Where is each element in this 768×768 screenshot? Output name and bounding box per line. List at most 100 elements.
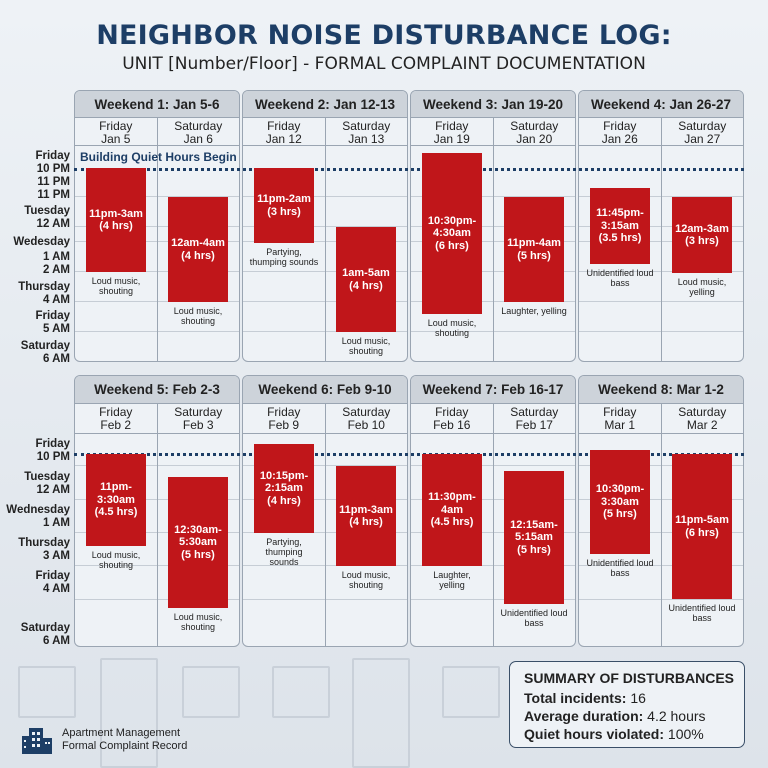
window-decoration [272, 666, 330, 718]
panel-body [411, 434, 575, 646]
summary-row: Total incidents: 16 [524, 689, 744, 707]
incident-bar: 12:30am- 5:30am (5 hrs) [168, 477, 228, 608]
incident-bar: 12am-4am (4 hrs) [168, 197, 228, 302]
panel-body [243, 146, 407, 361]
quiet-hours-line [74, 168, 744, 171]
window-decoration [182, 666, 240, 718]
panel-body [579, 434, 743, 646]
summary-label: Total incidents: [524, 690, 627, 706]
day-header: Saturday Feb 3 [156, 404, 240, 433]
incident-description: Loud music, shouting [427, 318, 477, 338]
panel-body [579, 146, 743, 361]
panel-body [75, 434, 239, 646]
column-divider [661, 434, 662, 646]
incident-description: Unidentified loud bass [586, 558, 654, 578]
day-header: Friday Feb 2 [99, 405, 133, 432]
weekend-title: Weekend 3: Jan 19-20 [411, 91, 575, 118]
incident-description: Loud music, shouting [341, 570, 391, 590]
day-header: Saturday Jan 20 [492, 118, 576, 146]
day-header: Friday Feb 9 [267, 405, 301, 432]
weekend-title: Weekend 1: Jan 5-6 [75, 91, 239, 118]
incident-bar: 11pm-3am (4 hrs) [86, 168, 146, 272]
page-subtitle: UNIT [Number/Floor] - FORMAL COMPLAINT D… [122, 54, 646, 74]
summary-value: 100% [667, 726, 704, 742]
incident-description: Loud music, shouting [341, 336, 391, 356]
incident-bar: 11pm-3am (4 hrs) [336, 466, 396, 566]
summary-value: 16 [630, 690, 646, 706]
weekend-panel: Weekend 6: Feb 9-10 Friday Feb 9 Saturday … [242, 375, 408, 647]
incident-description: Loud music, shouting [173, 612, 223, 632]
column-divider [493, 434, 494, 646]
day-header-row: Friday Jan 26 Saturday Jan 27 [579, 118, 743, 146]
incident-description: Loud music, shouting [173, 306, 223, 326]
summary-label: Average duration: [524, 708, 644, 724]
time-axis-label: Tuesday 12 AM [24, 205, 70, 230]
day-header: Saturday Mar 2 [660, 404, 744, 433]
column-divider [661, 146, 662, 361]
incident-description: Unidentified loud bass [500, 608, 568, 628]
incident-bar: 11:45pm- 3:15am (3.5 hrs) [590, 188, 650, 264]
time-axis-label: Friday 10 PM [35, 438, 70, 463]
summary-row: Average duration: 4.2 hours [524, 707, 744, 725]
incident-bar: 11pm-4am (5 hrs) [504, 197, 564, 302]
door-decoration [352, 658, 410, 768]
time-axis-label: Friday 4 AM [35, 570, 70, 595]
incident-description: Laughter, yelling [433, 570, 471, 590]
day-header-row: Friday Feb 16 Saturday Feb 17 [411, 404, 575, 434]
day-header-row: Friday Feb 9 Saturday Feb 10 [243, 404, 407, 434]
weekend-title: Weekend 8: Mar 1-2 [579, 376, 743, 404]
time-axis-label: Wednesday 1 AM [6, 504, 70, 529]
incident-description: Unidentified loud bass [586, 268, 654, 288]
incident-bar: 1am-5am (4 hrs) [336, 227, 396, 332]
day-header-row: Friday Jan 12 Saturday Jan 13 [243, 118, 407, 146]
day-header: Saturday Jan 13 [324, 118, 408, 146]
apartment-building-icon [22, 728, 52, 754]
column-divider [157, 146, 158, 361]
incident-bar: 12am-3am (3 hrs) [672, 197, 732, 273]
weekend-title: Weekend 5: Feb 2-3 [75, 376, 239, 404]
quiet-hours-label: Building Quiet Hours Begin [80, 150, 237, 164]
summary-box: SUMMARY OF DISTURBANCES Total incidents:… [509, 661, 745, 748]
weekend-title: Weekend 2: Jan 12-13 [243, 91, 407, 118]
incident-bar: 12:15am- 5:15am (5 hrs) [504, 471, 564, 604]
day-header-row: Friday Jan 19 Saturday Jan 20 [411, 118, 575, 146]
day-header: Friday Jan 19 [433, 119, 470, 146]
footer: Apartment Management Formal Complaint Rec… [20, 726, 187, 754]
day-header: Saturday Feb 10 [324, 404, 408, 433]
time-axis-label: 11 PM 11 PM [37, 176, 70, 201]
day-header-row: Friday Jan 5 Saturday Jan 6 [75, 118, 239, 146]
time-axis-label: Friday 5 AM [35, 310, 70, 335]
time-axis-label: Thursday 3 AM [18, 537, 70, 562]
quiet-hours-line [74, 453, 744, 456]
incident-bar: 11pm-2am (3 hrs) [254, 168, 314, 243]
weekend-title: Weekend 7: Feb 16-17 [411, 376, 575, 404]
column-divider [325, 146, 326, 361]
day-header: Saturday Feb 17 [492, 404, 576, 433]
door-decoration [100, 658, 158, 768]
day-header: Saturday Jan 27 [660, 118, 744, 146]
incident-bar: 11:30pm- 4am (4.5 hrs) [422, 454, 482, 566]
weekend-title: Weekend 4: Jan 26-27 [579, 91, 743, 118]
time-axis-label: Tuesday 12 AM [24, 471, 70, 496]
summary-row: Quiet hours violated: 100% [524, 725, 744, 743]
window-decoration [442, 666, 500, 718]
day-header: Friday Mar 1 [603, 405, 637, 432]
incident-bar: 10:15pm- 2:15am (4 hrs) [254, 444, 314, 533]
column-divider [325, 434, 326, 646]
time-axis-label: Saturday 6 AM [20, 340, 70, 365]
time-axis-label: Friday 10 PM [35, 150, 70, 175]
footer-line2: Formal Complaint Record [62, 740, 188, 752]
time-axis-label: Wedesday [13, 236, 70, 248]
day-header: Friday Jan 5 [99, 119, 133, 146]
day-header: Saturday Jan 6 [156, 118, 240, 146]
window-decoration [18, 666, 76, 718]
day-header-row: Friday Mar 1 Saturday Mar 2 [579, 404, 743, 434]
day-header: Friday Feb 16 [433, 405, 471, 432]
incident-description: Unidentified loud bass [668, 603, 736, 623]
panel-body [243, 434, 407, 646]
incident-bar: 11pm-5am (6 hrs) [672, 454, 732, 599]
column-divider [493, 146, 494, 361]
summary-title: SUMMARY OF DISTURBANCES [524, 670, 735, 686]
day-header-row: Friday Feb 2 Saturday Feb 3 [75, 404, 239, 434]
incident-description: Laughter, yelling [501, 306, 567, 316]
